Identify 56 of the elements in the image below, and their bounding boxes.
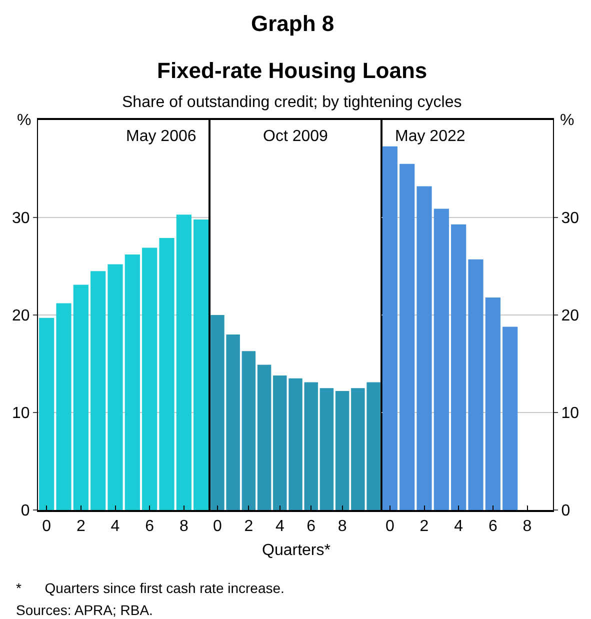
y-tick-label: 10	[12, 405, 30, 422]
x-tick-label: 0	[42, 518, 52, 535]
x-tick-label: 0	[213, 518, 222, 535]
x-tick-label: 8	[179, 518, 188, 535]
x-tick-label: 2	[76, 518, 86, 535]
y2-tick-label: 30	[561, 210, 580, 228]
caption: Graph 8	[251, 11, 334, 36]
bar	[416, 186, 432, 510]
bar	[108, 264, 123, 510]
bar	[159, 238, 174, 510]
x-tick-label: 4	[275, 518, 284, 535]
bar	[400, 164, 415, 510]
bar	[335, 391, 350, 510]
y-tick-label: 20	[12, 308, 30, 325]
bar	[124, 254, 140, 510]
text: Share of outstanding credit; by tightening cycles	[122, 94, 462, 111]
bar	[434, 208, 449, 510]
bar	[502, 326, 518, 510]
text: Fixed-rate Housing Loans	[157, 58, 428, 83]
y-tick-label: 0	[20, 502, 30, 520]
y2-tick-label: 10	[561, 405, 580, 422]
y2-tick-label: 0	[561, 502, 570, 520]
source-note: Sources: APRA; RBA.	[16, 602, 153, 618]
x-tick-label: 6	[145, 518, 154, 535]
bar	[90, 271, 106, 510]
y-tick-label: 30	[12, 210, 30, 228]
x-tick-label: 6	[488, 518, 498, 535]
x-tick-label: 8	[522, 518, 532, 535]
bar	[39, 318, 54, 510]
y2-tick-label: 20	[561, 308, 580, 325]
x-axis-title: Quarters*	[262, 542, 330, 559]
x-tick-label: 0	[385, 518, 394, 535]
bar	[485, 297, 500, 510]
y2-axis-title: %	[560, 112, 574, 129]
x-tick-label: 4	[110, 518, 120, 535]
y-axis-title: %	[17, 112, 32, 129]
bar	[142, 248, 158, 510]
text: * Quarters since first cash rate increase.	[16, 580, 284, 596]
bar	[382, 146, 398, 510]
bar	[468, 259, 484, 510]
bar	[73, 284, 88, 510]
x-tick-label: 2	[244, 518, 254, 535]
bar	[451, 224, 466, 510]
bar	[176, 214, 192, 510]
x-tick-label: 6	[306, 518, 316, 535]
bar	[257, 364, 272, 510]
bar	[320, 388, 334, 510]
x-tick-label: 8	[338, 518, 347, 535]
x-tick-label: 2	[420, 518, 429, 535]
bar	[56, 303, 72, 510]
text: May 2022	[395, 128, 466, 145]
bar	[194, 219, 209, 510]
text: Oct 2009	[263, 128, 328, 145]
text: May 2006	[126, 128, 196, 145]
x-tick-label: 4	[454, 518, 464, 535]
bar	[242, 351, 256, 510]
